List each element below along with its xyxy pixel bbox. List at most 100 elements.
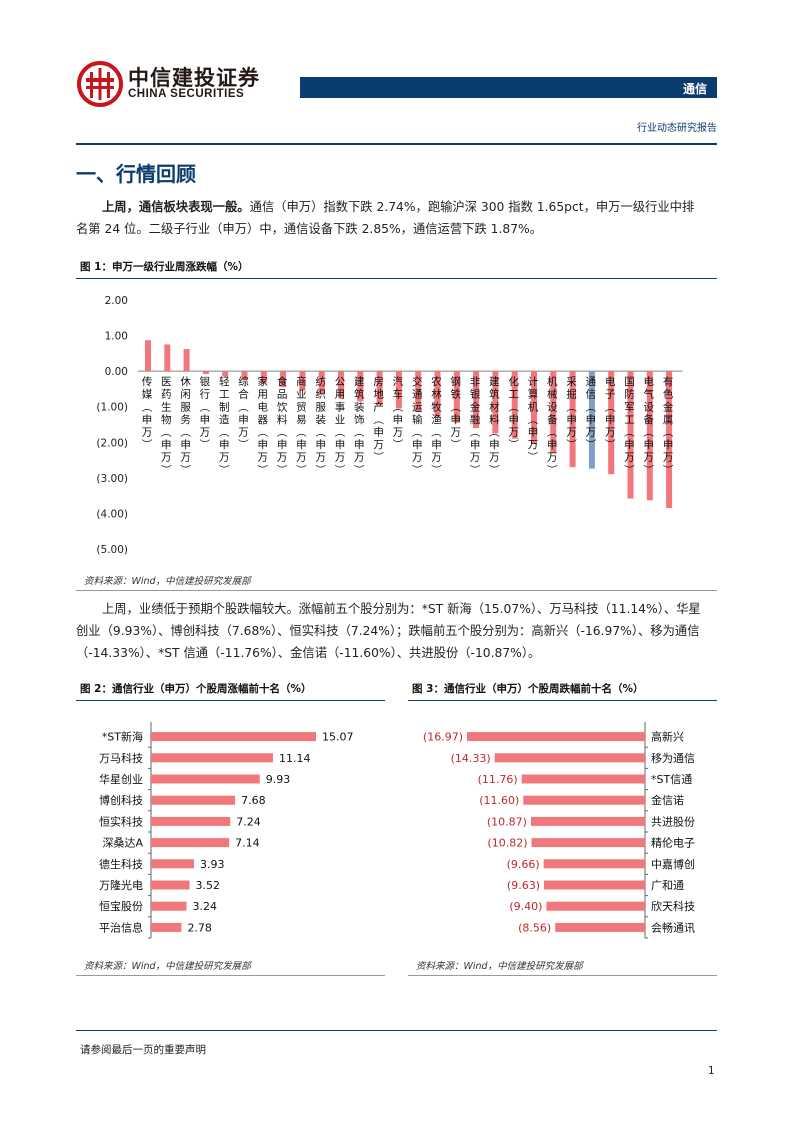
bar (531, 371, 537, 445)
value-label: 7.24 (236, 815, 261, 828)
bar (151, 922, 182, 932)
bar (546, 901, 645, 911)
value-label: 15.07 (322, 731, 354, 744)
stocks-text-1: 上周，业绩低于预期个股跌幅较大。涨幅前五个股分别为：*ST 新海（15.07%）… (102, 602, 701, 616)
category-label: 共进股份 (651, 815, 695, 828)
bar (151, 838, 230, 848)
category-label: 欣天科技 (651, 899, 695, 913)
value-label: (10.87) (487, 815, 527, 828)
x-category-label: 传媒︵申万︶ (142, 376, 153, 451)
bar (151, 859, 195, 869)
x-category-label: 家用电器︵申万︶ (258, 375, 269, 476)
bar (338, 371, 344, 398)
category-label: 中嘉博创 (651, 857, 695, 871)
category-label: 会畅通讯 (651, 920, 695, 934)
x-category-label: 休闲服务︵申万︶ (180, 376, 191, 476)
fig1-top-rule (76, 278, 717, 279)
bar (530, 816, 645, 826)
fig1-title: 图 1：申万一级行业周涨跌幅（%） (80, 261, 249, 273)
value-label: (9.63) (507, 879, 540, 892)
value-label: (11.60) (479, 794, 519, 807)
company-name-en: CHINA SECURITIES (128, 88, 245, 100)
footer-rule (76, 1030, 717, 1031)
category-label: 金信诺 (651, 793, 684, 807)
company-name-cn: 中信建投证券 (128, 66, 260, 90)
fig3-top-rule (408, 700, 717, 701)
stocks-text-3: （-14.33%）、*ST 信通（-11.76%）、金信诺（-11.60%）、共… (76, 646, 541, 660)
x-category-label: 商业贸易︵申万︶ (296, 375, 307, 476)
category-label: 德生科技 (99, 857, 143, 871)
y-tick-label: (3.00) (96, 473, 128, 485)
bar (151, 795, 236, 805)
x-category-label: 有色金属︵申万︶ (663, 375, 674, 476)
category-label: 平治信息 (99, 920, 143, 934)
category-label: 深桑达A (102, 837, 143, 850)
bar (318, 371, 325, 395)
value-label: (9.40) (509, 900, 542, 913)
bar (145, 340, 151, 372)
header-rule (76, 143, 717, 145)
fig1-source: 资料来源：Wind，中信建投研究发展部 (84, 576, 251, 587)
bar (395, 371, 402, 409)
value-label: (9.66) (507, 858, 540, 871)
bar (666, 371, 673, 509)
fig2-top-rule (76, 700, 385, 701)
y-tick-label: 0.00 (105, 366, 128, 378)
category-label: 高新兴 (651, 730, 684, 744)
value-label: 9.93 (266, 773, 291, 786)
top-gainers-chart: *ST新海 15.07 万马科技 11.14 华星创业 9.93 博创科技 7.68 恒实科技 7… (99, 722, 354, 939)
x-category-label: 国防军工︵申万︶ (624, 376, 635, 476)
bar (299, 371, 306, 391)
value-label: (10.82) (487, 837, 527, 850)
category-label: 精伦电子 (651, 836, 695, 850)
bar (523, 795, 645, 805)
y-tick-label: (4.00) (96, 508, 128, 520)
stocks-text-2: 创业（9.93%）、博创科技（7.68%）、恒实科技（7.24%）；跌幅前五个股… (76, 624, 700, 638)
bar (492, 371, 499, 434)
bar (608, 371, 615, 475)
category-label: 华星创业 (99, 772, 143, 786)
bar (151, 774, 260, 784)
bar (151, 880, 190, 890)
bar (543, 859, 645, 869)
bar (569, 371, 576, 468)
bar (627, 371, 634, 499)
value-label: 7.14 (235, 837, 259, 850)
x-category-label: 通信︵申万︶ (586, 376, 597, 451)
bar (511, 371, 518, 439)
y-tick-label: (1.00) (96, 402, 128, 414)
bar (357, 371, 364, 402)
bar (473, 371, 480, 429)
bar (550, 371, 557, 453)
x-category-label: 房地产︵申万︶ (373, 375, 384, 464)
page-number: 1 (708, 1065, 715, 1077)
x-category-label: 建筑材料︵申万︶ (489, 375, 500, 476)
y-tick-label: (2.00) (96, 437, 128, 449)
value-label: 11.14 (279, 752, 311, 765)
bar (183, 349, 190, 372)
paragraph-stocks: 上周，业绩低于预期个股跌幅较大。涨幅前五个股分别为：*ST 新海（15.07%）… (76, 598, 736, 664)
value-label: 7.68 (241, 794, 266, 807)
bar (202, 371, 209, 374)
summary-text: 通信（申万）指数下跌 2.74%，跑输沪深 300 指数 1.65pct，申万一… (249, 200, 695, 214)
x-category-label: 电气设备︵申万︶ (644, 375, 655, 476)
x-category-label: 纺织服装︵申万︶ (315, 375, 326, 476)
paragraph-summary: 上周，通信板块表现一般。通信（申万）指数下跌 2.74%，跑输沪深 300 指数… (76, 196, 717, 240)
industry-weekly-change-chart: 2.00 1.00 0.00 (1.00) (2.00) (3.00) (4.00) (5.0… (96, 295, 683, 556)
x-category-label: 建筑装饰︵申万︶ (354, 375, 365, 476)
bar (241, 371, 248, 381)
category-label: *ST信通 (651, 773, 692, 786)
bar (280, 371, 287, 388)
value-label: (8.56) (518, 921, 551, 934)
section-title: 一、行情回顾 (76, 162, 196, 186)
bar (151, 901, 187, 911)
x-category-label: 计算机︵申万︶ (528, 375, 539, 464)
category-label: 移为通信 (651, 752, 695, 765)
bar (151, 753, 273, 763)
category-label: 恒实科技 (99, 814, 143, 828)
bar (646, 371, 653, 501)
value-label: (16.97) (423, 731, 463, 744)
x-category-label: 交通运输︵申万︶ (412, 375, 423, 476)
fig1-bottom-rule (76, 590, 717, 591)
category-label: 万隆光电 (99, 878, 143, 892)
